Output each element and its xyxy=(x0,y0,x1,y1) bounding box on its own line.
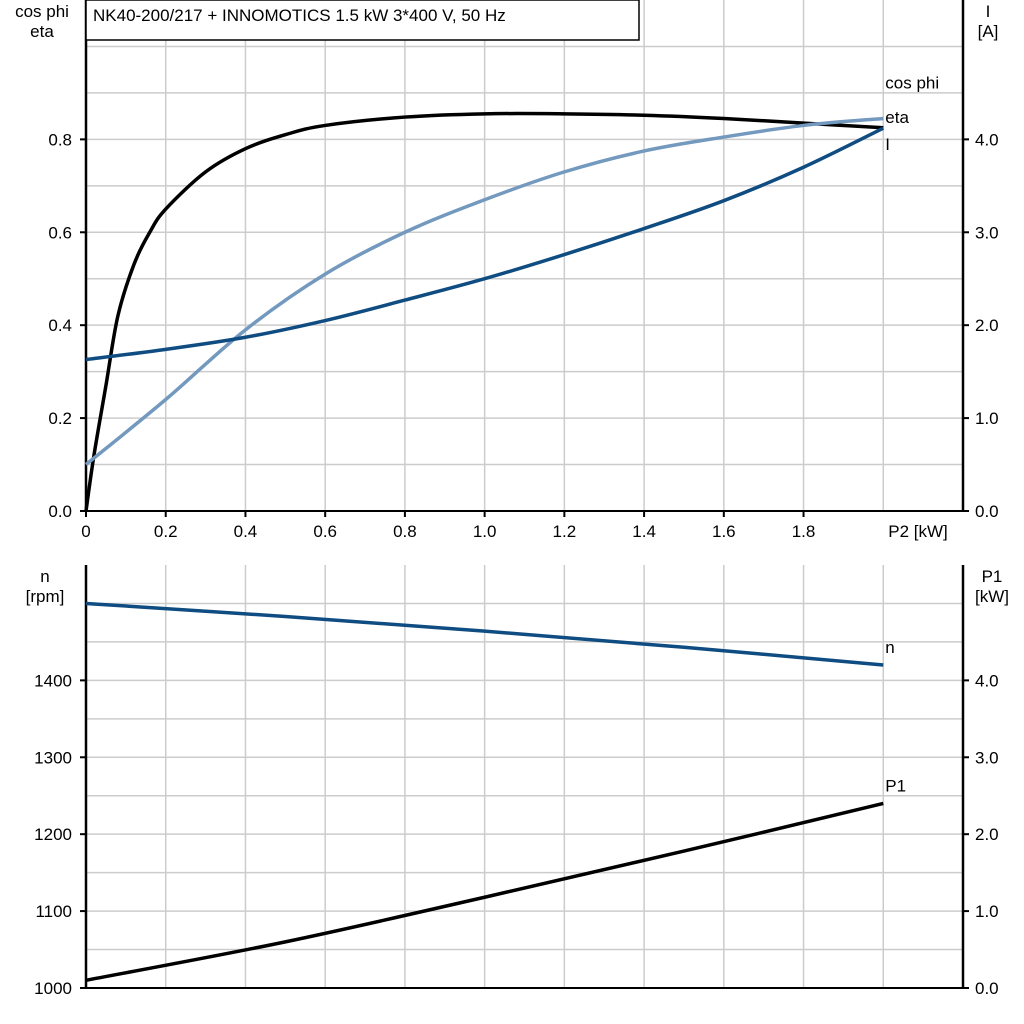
y-tick-label-right: 0.0 xyxy=(975,502,999,521)
x-axis-label: P2 [kW] xyxy=(888,522,948,541)
y-tick-label-right: 2.0 xyxy=(975,316,999,335)
y-axis-label-right: P1 xyxy=(982,567,1003,586)
y-tick-label-left: 0.8 xyxy=(48,130,72,149)
series-n-line xyxy=(85,601,884,667)
series-p1-line xyxy=(85,801,884,983)
title-box xyxy=(85,0,640,41)
y-tick-label-left: 1200 xyxy=(34,825,72,844)
x-tick-label: 1.8 xyxy=(792,522,816,541)
x-tick-label: 0.2 xyxy=(154,522,178,541)
y-axis-label-left: [rpm] xyxy=(26,587,65,606)
y-tick-label-right: 4.0 xyxy=(975,130,999,149)
series-label-p1: P1 xyxy=(885,776,906,795)
series-i-line xyxy=(85,126,885,362)
y-tick-label-left: 1400 xyxy=(34,671,72,690)
chart-title: NK40-200/217 + INNOMOTICS 1.5 kW 3*400 V… xyxy=(93,6,506,25)
series-label-i: I xyxy=(885,135,890,154)
y-axis-label-left: n xyxy=(40,567,49,586)
y-axis-label-left: eta xyxy=(30,22,54,41)
series-cos-phi-line xyxy=(84,116,884,466)
y-tick-label-left: 0.6 xyxy=(48,223,72,242)
y-tick-label-left: 0.0 xyxy=(48,502,72,521)
series-label-cos-phi: cos phi xyxy=(885,73,939,92)
y-tick-label-left: 1100 xyxy=(35,902,72,921)
y-tick-label-right: 2.0 xyxy=(975,825,999,844)
x-tick-label: 1.4 xyxy=(632,522,656,541)
series-label-n: n xyxy=(885,638,894,657)
y-axis-label-left: cos phi xyxy=(15,2,69,21)
y-tick-label-right: 0.0 xyxy=(975,979,999,998)
y-tick-label-right: 3.0 xyxy=(975,748,999,767)
y-axis-label-right: I xyxy=(986,2,991,21)
x-tick-label: 0.8 xyxy=(393,522,417,541)
x-tick-label: 1.6 xyxy=(712,522,736,541)
x-tick-label: 1.2 xyxy=(553,522,577,541)
y-tick-label-left: 1000 xyxy=(34,979,72,998)
y-tick-label-right: 1.0 xyxy=(975,409,999,428)
y-tick-label-left: 0.4 xyxy=(48,316,72,335)
y-tick-label-right: 3.0 xyxy=(975,223,999,242)
y-axis-label-right: [A] xyxy=(978,22,999,41)
series-eta-line xyxy=(84,111,884,512)
y-tick-label-left: 0.2 xyxy=(48,409,72,428)
series-label-eta: eta xyxy=(885,108,909,127)
y-axis-label-right: [kW] xyxy=(975,587,1009,606)
x-tick-label: 0.6 xyxy=(313,522,337,541)
x-tick-label: 0 xyxy=(81,522,90,541)
y-tick-label-left: 1300 xyxy=(34,748,72,767)
x-tick-label: 0.4 xyxy=(234,522,258,541)
y-tick-label-right: 4.0 xyxy=(975,671,999,690)
x-tick-label: 1.0 xyxy=(473,522,497,541)
y-tick-label-right: 1.0 xyxy=(975,902,999,921)
